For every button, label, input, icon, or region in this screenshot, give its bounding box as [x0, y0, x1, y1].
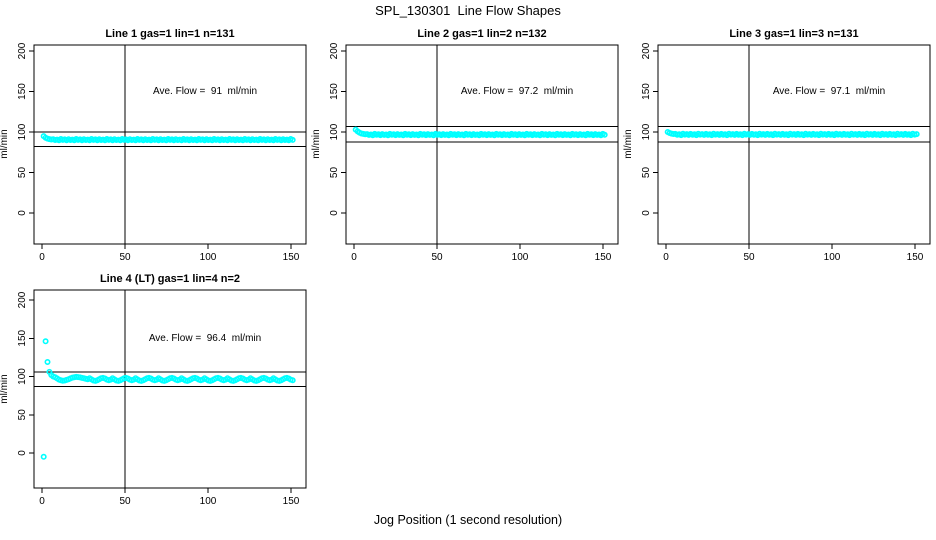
- ave-flow-annotation-line-3: Ave. Flow = 97.1 ml/min: [772, 86, 886, 97]
- y-axis-label-line-3: ml/min: [623, 129, 634, 159]
- y-tick-label: 0: [17, 210, 28, 216]
- plot-box: [657, 44, 931, 245]
- y-tick-label: 200: [17, 42, 28, 59]
- figure-title: SPL_130301 Line Flow Shapes: [375, 3, 561, 18]
- panel-title-line-1: Line 1 gas=1 lin=1 n=131: [105, 28, 235, 40]
- y-tick-label: 150: [17, 329, 28, 346]
- y-tick-label: 100: [17, 368, 28, 385]
- y-tick-label: 50: [641, 167, 652, 179]
- x-tick-label: 150: [283, 496, 300, 507]
- x-tick-label: 0: [39, 496, 45, 507]
- x-tick-label: 0: [39, 252, 45, 263]
- y-axis-label-line-2: ml/min: [311, 129, 322, 159]
- ave-flow-annotation-line-4: Ave. Flow = 96.4 ml/min: [148, 333, 262, 344]
- y-tick-label: 50: [17, 409, 28, 421]
- plot-box: [33, 289, 307, 489]
- y-axis-label-line-4: ml/min: [0, 374, 10, 404]
- x-tick-label: 150: [283, 252, 300, 263]
- plot-box: [33, 44, 307, 245]
- y-tick-label: 150: [641, 83, 652, 100]
- x-tick-label: 50: [119, 496, 131, 507]
- y-tick-label: 50: [17, 167, 28, 179]
- x-tick-label: 0: [351, 252, 357, 263]
- x-tick-label: 0: [663, 252, 669, 263]
- x-tick-label: 100: [824, 252, 841, 263]
- data-point: [44, 358, 51, 365]
- y-tick-label: 200: [641, 42, 652, 59]
- data-point: [289, 377, 296, 384]
- x-tick-label: 150: [907, 252, 924, 263]
- y-tick-label: 150: [17, 83, 28, 100]
- panel-title-line-4: Line 4 (LT) gas=1 lin=4 n=2: [99, 273, 241, 285]
- plot-box: [345, 44, 619, 245]
- y-tick-label: 50: [329, 167, 340, 179]
- ave-flow-annotation-line-1: Ave. Flow = 91 ml/min: [152, 86, 258, 97]
- y-tick-label: 200: [17, 291, 28, 308]
- x-tick-label: 100: [200, 252, 217, 263]
- y-tick-label: 0: [329, 210, 340, 216]
- x-axis-label: Jog Position (1 second resolution): [373, 513, 563, 527]
- panel-title-line-2: Line 2 gas=1 lin=2 n=132: [417, 28, 547, 40]
- x-tick-label: 100: [512, 252, 529, 263]
- y-tick-label: 0: [641, 210, 652, 216]
- x-tick-label: 50: [431, 252, 443, 263]
- data-point: [913, 131, 920, 138]
- y-tick-label: 100: [17, 123, 28, 140]
- y-tick-label: 0: [17, 450, 28, 456]
- x-tick-label: 100: [200, 496, 217, 507]
- y-tick-label: 150: [329, 83, 340, 100]
- ave-flow-annotation-line-2: Ave. Flow = 97.2 ml/min: [460, 86, 574, 97]
- data-point: [40, 453, 47, 460]
- data-point: [601, 131, 608, 138]
- panel-title-line-3: Line 3 gas=1 lin=3 n=131: [729, 28, 859, 40]
- data-point: [42, 338, 49, 345]
- y-tick-label: 100: [329, 123, 340, 140]
- x-tick-label: 50: [743, 252, 755, 263]
- data-point: [289, 136, 296, 143]
- y-tick-label: 200: [329, 42, 340, 59]
- y-axis-label-line-1: ml/min: [0, 129, 10, 159]
- x-tick-label: 150: [595, 252, 612, 263]
- x-tick-label: 50: [119, 252, 131, 263]
- y-tick-label: 100: [641, 123, 652, 140]
